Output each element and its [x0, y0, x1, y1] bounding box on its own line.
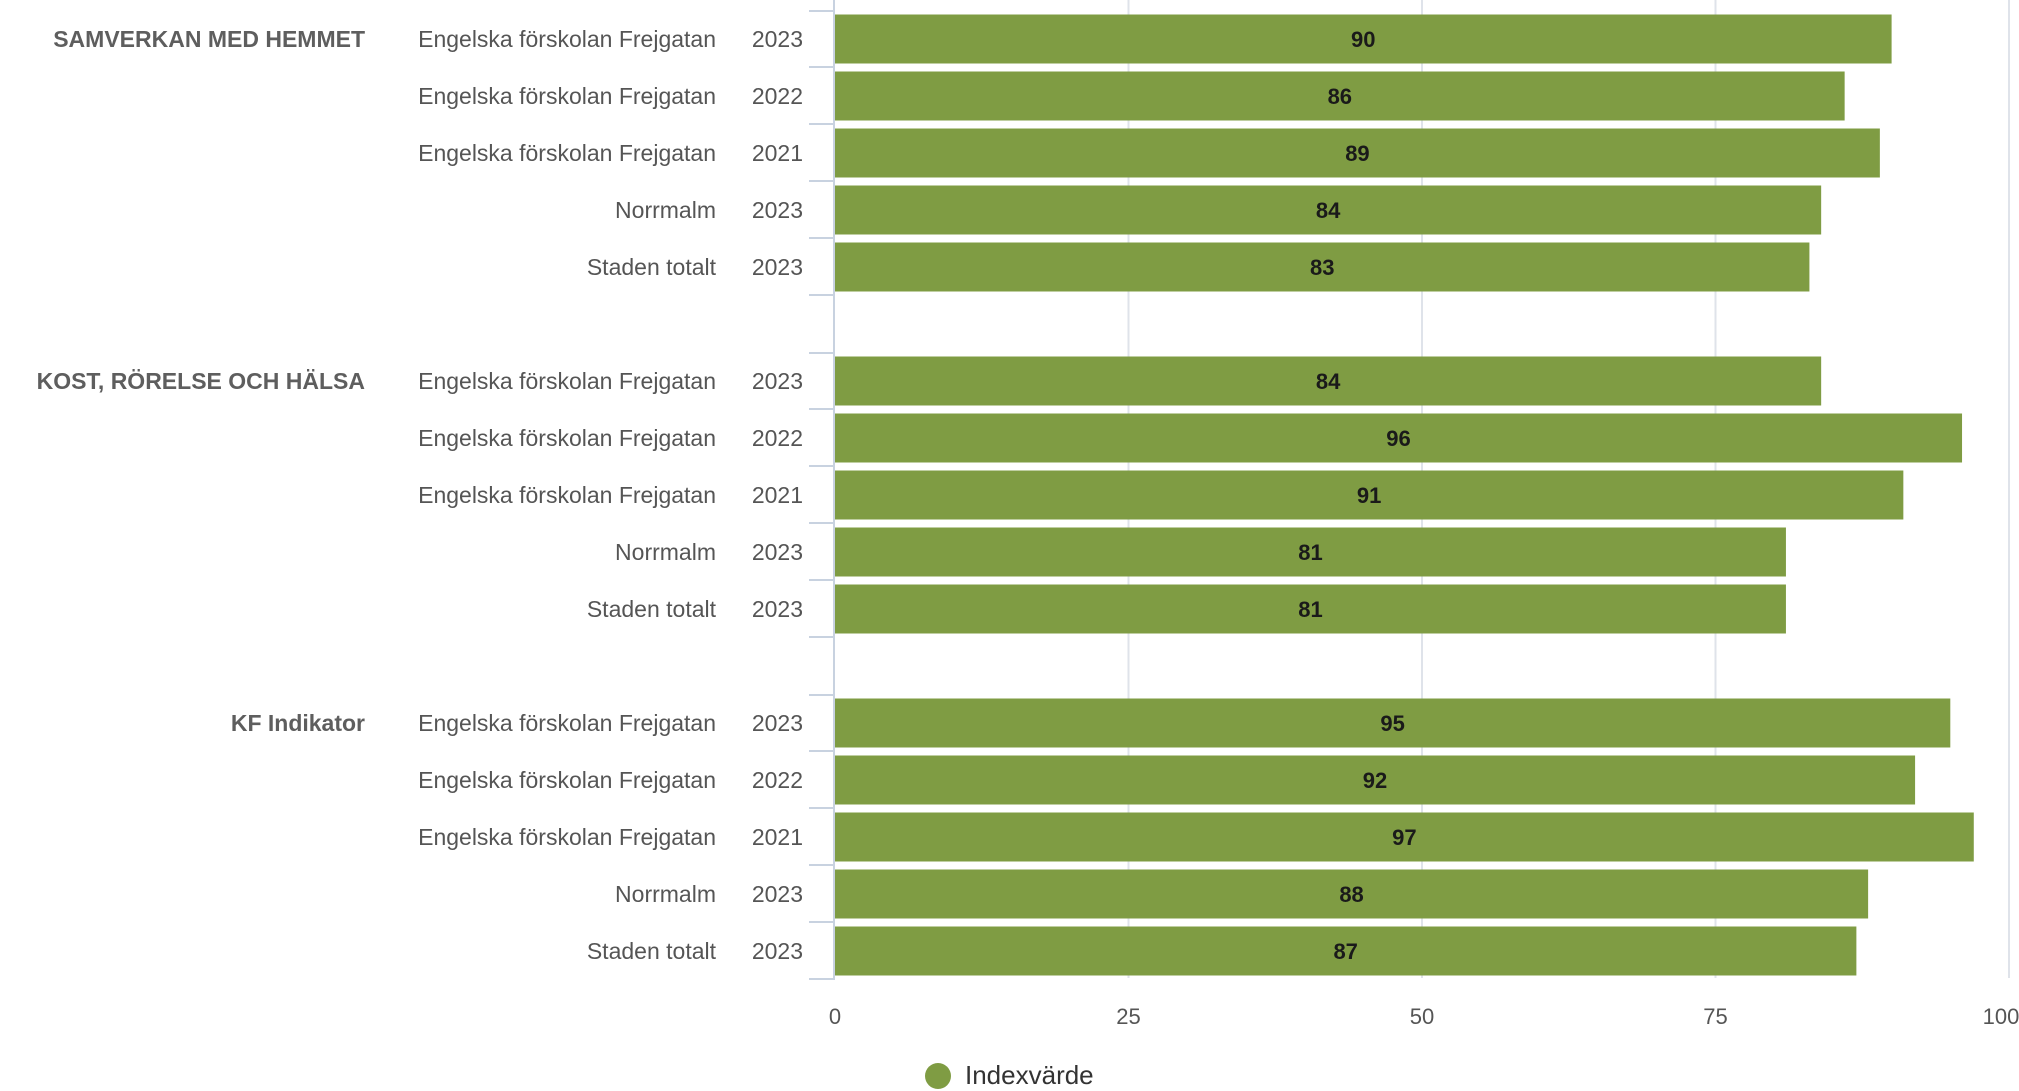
data-label: 87	[1333, 939, 1357, 964]
year-label: 2023	[752, 881, 803, 907]
unit-label: Engelska förskolan Frejgatan	[418, 824, 716, 850]
data-label: 83	[1310, 255, 1334, 280]
year-label: 2023	[752, 596, 803, 622]
data-label: 90	[1351, 27, 1375, 52]
bar	[835, 470, 1904, 520]
year-label: 2022	[752, 767, 803, 793]
legend[interactable]: Indexvärde	[925, 1060, 1094, 1091]
group-label: KF Indikator	[231, 710, 365, 736]
year-label: 2021	[752, 140, 803, 166]
unit-label: Engelska förskolan Frejgatan	[418, 83, 716, 109]
data-label: 97	[1392, 825, 1416, 850]
legend-label: Indexvärde	[965, 1060, 1094, 1090]
bar	[835, 812, 1974, 862]
year-label: 2023	[752, 710, 803, 736]
x-tick-label: 100	[1983, 1004, 2019, 1029]
data-label: 84	[1316, 369, 1341, 394]
bar	[835, 356, 1822, 406]
data-label: 95	[1380, 711, 1404, 736]
unit-label: Engelska förskolan Frejgatan	[418, 710, 716, 736]
x-tick-label: 0	[829, 1004, 841, 1029]
data-label: 96	[1386, 426, 1410, 451]
x-tick-label: 25	[1116, 1004, 1140, 1029]
data-label: 86	[1328, 84, 1352, 109]
unit-label: Staden totalt	[587, 254, 717, 280]
unit-label: Norrmalm	[615, 197, 716, 223]
data-label: 91	[1357, 483, 1381, 508]
year-label: 2021	[752, 482, 803, 508]
data-label: 84	[1316, 198, 1341, 223]
legend-marker-icon	[925, 1062, 951, 1089]
unit-label: Engelska förskolan Frejgatan	[418, 482, 716, 508]
x-tick-label: 50	[1410, 1004, 1434, 1029]
unit-label: Engelska förskolan Frejgatan	[418, 767, 716, 793]
x-tick-label: 75	[1703, 1004, 1727, 1029]
unit-label: Staden totalt	[587, 596, 717, 622]
data-label: 88	[1339, 882, 1363, 907]
year-label: 2021	[752, 824, 803, 850]
bar	[835, 71, 1845, 121]
unit-label: Staden totalt	[587, 938, 717, 964]
bar	[835, 755, 1916, 805]
bar	[835, 128, 1880, 178]
bar	[835, 413, 1963, 463]
group-label: SAMVERKAN MED HEMMET	[53, 26, 365, 52]
bar	[835, 14, 1892, 64]
bar	[835, 242, 1810, 292]
unit-label: Engelska förskolan Frejgatan	[418, 26, 716, 52]
unit-label: Engelska förskolan Frejgatan	[418, 425, 716, 451]
bar	[835, 584, 1786, 634]
bar	[835, 185, 1822, 235]
data-label: 81	[1298, 540, 1322, 565]
year-label: 2022	[752, 83, 803, 109]
bar	[835, 926, 1857, 976]
year-label: 2023	[752, 197, 803, 223]
unit-label: Norrmalm	[615, 539, 716, 565]
unit-label: Engelska förskolan Frejgatan	[418, 140, 716, 166]
unit-label: Norrmalm	[615, 881, 716, 907]
unit-label: Engelska förskolan Frejgatan	[418, 368, 716, 394]
year-label: 2022	[752, 425, 803, 451]
year-label: 2023	[752, 254, 803, 280]
bar	[835, 527, 1786, 577]
bar	[835, 698, 1951, 748]
data-label: 92	[1363, 768, 1387, 793]
bar	[835, 869, 1869, 919]
data-label: 89	[1345, 141, 1369, 166]
year-label: 2023	[752, 539, 803, 565]
year-label: 2023	[752, 26, 803, 52]
data-label: 81	[1298, 597, 1322, 622]
year-label: 2023	[752, 938, 803, 964]
year-label: 2023	[752, 368, 803, 394]
group-label: KOST, RÖRELSE OCH HÄLSA	[37, 368, 365, 394]
